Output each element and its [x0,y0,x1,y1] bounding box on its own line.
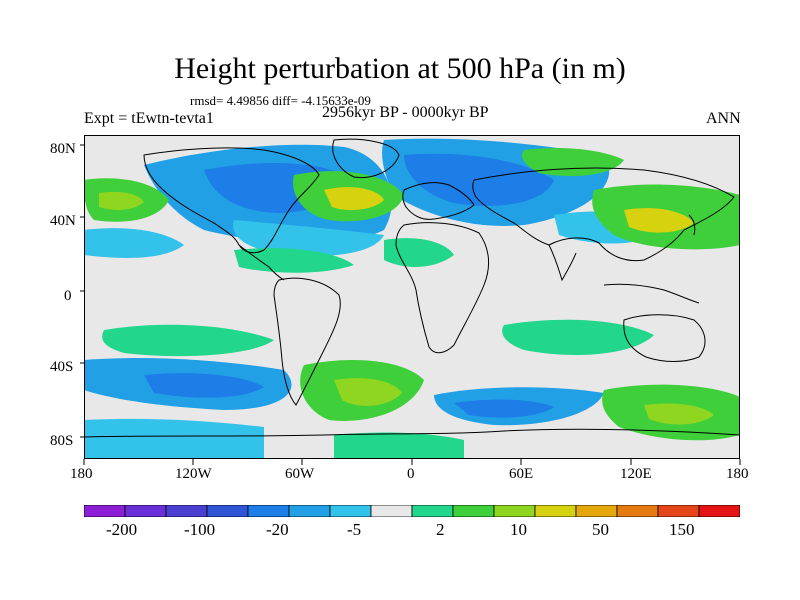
contour-pos-antarctic-atlantic [334,432,464,459]
coastline-central-america [238,244,285,281]
coastline-africa [395,222,490,354]
y-tick-label-40s: 40S [50,359,74,375]
contour-pos-north-pacific-core [99,191,144,210]
contour-pos-south-pacific [102,324,275,357]
y-tick-label-80s: 80S [50,433,74,449]
x-tick-label-120w: 120W [175,466,212,482]
coastline-antarctica [84,428,740,438]
contour-pos-east-asia-core [624,208,694,233]
legend-swatch-2 [165,505,208,517]
legend-swatch-6 [329,505,372,517]
y-tick-label-0: 0 [64,288,72,304]
legend-swatch-12 [575,505,618,517]
x-tick-label-120e: 120E [620,466,652,482]
legend-label-150: 150 [669,520,695,539]
coastline-greenland [332,138,400,179]
legend-swatch-7 [370,505,413,517]
legend-label-50: 50 [592,520,609,539]
coastline-indonesia [603,283,700,304]
x-tick-label-60e: 60E [509,466,534,482]
contour-pos-subtropical-pacific [234,248,354,273]
contour-pos-south-indian [502,319,654,355]
contour-neg-southern-ocean-core [454,399,554,418]
stats-text: rmsd= 4.49856 diff= -4.15633e-09 [190,93,371,108]
legend-label-neg5: -5 [347,520,362,539]
x-tick-label-60w: 60W [285,466,315,482]
y-tick-label-80n: 80N [50,141,76,157]
experiment-label: Expt = tEwtn-tevta1 [84,110,214,127]
x-tick-label-180e: 180 [726,466,749,482]
legend-swatch-8 [411,505,454,517]
chart-title: Height perturbation at 500 hPa (in m) [174,52,626,85]
coastline-asia [472,167,735,262]
contour-neg-nw-pacific [84,228,184,258]
x-tick-label-0: 0 [407,466,415,482]
legend-label-neg100: -100 [184,520,216,539]
map-frame [84,135,740,459]
period-label: 2956kyr BP - 0000kyr BP [322,104,489,121]
coastline-india [548,244,577,282]
season-label: ANN [706,110,741,127]
contour-pos-central-asia [522,148,624,177]
legend-swatch-14 [657,505,700,517]
legend-swatch-1 [124,505,167,517]
legend-swatch-9 [452,505,495,517]
color-legend-bar [84,505,740,517]
legend-swatch-11 [534,505,577,517]
legend-swatch-4 [247,505,290,517]
y-tick-label-40n: 40N [50,213,76,229]
legend-label-neg200: -200 [106,520,138,539]
coastline-south-america [273,277,341,406]
legend-swatch-0 [84,505,126,517]
contour-pos-south-atlantic-core [334,378,402,406]
coastlines [84,138,740,438]
x-tick-label-180w: 180 [70,466,93,482]
legend-label-2: 2 [436,520,445,539]
legend-swatch-3 [206,505,249,517]
contour-neg-north-eurasia-core [404,153,554,206]
legend-swatch-10 [493,505,536,517]
coastline-australia [623,314,706,362]
axis-ticks [80,144,741,465]
legend-swatch-5 [288,505,331,517]
coastline-japan [688,214,696,236]
contour-neg-atlantic-band [233,220,384,256]
coastline-europe [402,182,475,220]
legend-label-neg20: -20 [266,520,289,539]
contour-neg-south-pacific-core [144,373,264,398]
legend-label-10: 10 [510,520,527,539]
legend-swatch-15 [698,505,740,517]
coastline-north-america [143,147,320,254]
legend-swatch-13 [616,505,659,517]
contour-pos-southern-ocean-east-core [644,403,714,425]
contour-pos-north-atlantic-core [324,187,384,211]
contour-neg-antarctic-pacific [84,418,264,459]
perturbation-map [84,135,740,459]
